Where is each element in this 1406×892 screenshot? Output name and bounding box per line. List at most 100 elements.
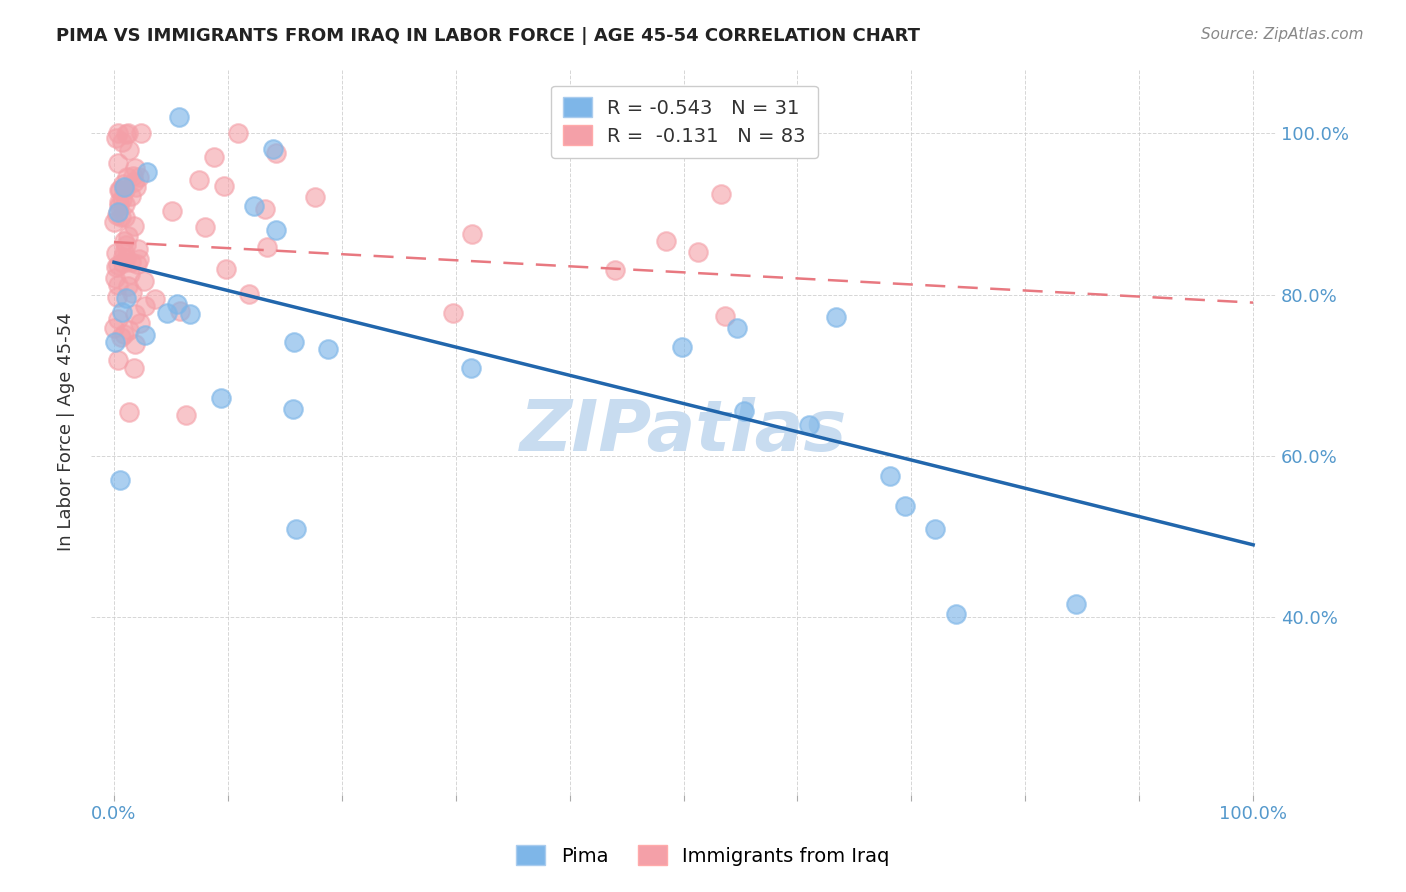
- Point: [122, 176, 145, 190]
- Point: [215, 261, 238, 276]
- Point: [167, 110, 190, 124]
- Point: [671, 340, 693, 354]
- Point: [134, 299, 156, 313]
- Point: [169, 303, 191, 318]
- Point: [108, 199, 131, 213]
- Point: [107, 205, 129, 219]
- Point: [114, 183, 136, 197]
- Point: [285, 522, 308, 536]
- Point: [264, 222, 287, 236]
- Point: [104, 260, 127, 274]
- Point: [733, 404, 755, 418]
- Point: [129, 316, 152, 330]
- Point: [105, 246, 128, 260]
- Point: [128, 252, 150, 266]
- Point: [105, 131, 128, 145]
- Point: [107, 352, 129, 367]
- Point: [924, 522, 946, 536]
- Point: [112, 326, 135, 341]
- Point: [264, 145, 287, 160]
- Point: [209, 391, 232, 405]
- Point: [894, 499, 917, 513]
- Point: [112, 244, 135, 259]
- Point: [114, 210, 136, 224]
- Point: [156, 306, 179, 320]
- Point: [124, 161, 146, 175]
- Legend: Pima, Immigrants from Iraq: Pima, Immigrants from Iraq: [509, 838, 897, 873]
- Point: [120, 255, 142, 269]
- Point: [226, 126, 249, 140]
- Point: [135, 164, 157, 178]
- Point: [125, 257, 148, 271]
- Point: [127, 242, 149, 256]
- Point: [134, 274, 156, 288]
- Point: [107, 258, 129, 272]
- Point: [122, 169, 145, 183]
- Point: [114, 292, 136, 306]
- Point: [114, 196, 136, 211]
- Point: [179, 307, 201, 321]
- Point: [108, 195, 131, 210]
- Point: [117, 170, 139, 185]
- Point: [115, 127, 138, 141]
- Point: [166, 297, 188, 311]
- Text: ZIPatlas: ZIPatlas: [520, 397, 848, 467]
- Point: [262, 142, 284, 156]
- Point: [110, 183, 132, 197]
- Text: Source: ZipAtlas.com: Source: ZipAtlas.com: [1201, 27, 1364, 42]
- Point: [111, 305, 134, 319]
- Point: [202, 150, 225, 164]
- Point: [879, 469, 901, 483]
- Point: [108, 183, 131, 197]
- Point: [107, 155, 129, 169]
- Point: [118, 404, 141, 418]
- Point: [710, 186, 733, 201]
- Point: [121, 285, 143, 300]
- Point: [115, 237, 138, 252]
- Point: [118, 323, 141, 337]
- Point: [461, 227, 484, 241]
- Point: [104, 270, 127, 285]
- Point: [686, 244, 709, 259]
- Point: [125, 180, 148, 194]
- Point: [714, 309, 737, 323]
- Point: [110, 329, 132, 343]
- Point: [112, 250, 135, 264]
- Point: [304, 190, 326, 204]
- Point: [105, 208, 128, 222]
- Point: [103, 320, 125, 334]
- Point: [174, 408, 197, 422]
- Point: [117, 143, 139, 157]
- Point: [460, 360, 482, 375]
- Legend: R = -0.543   N = 31, R =  -0.131   N = 83: R = -0.543 N = 31, R = -0.131 N = 83: [551, 86, 818, 158]
- Point: [107, 312, 129, 326]
- Point: [112, 234, 135, 248]
- Point: [134, 327, 156, 342]
- Point: [605, 263, 627, 277]
- Point: [256, 240, 278, 254]
- Y-axis label: In Labor Force | Age 45-54: In Labor Force | Age 45-54: [58, 312, 75, 551]
- Point: [945, 607, 967, 621]
- Point: [108, 473, 131, 487]
- Point: [117, 279, 139, 293]
- Point: [654, 234, 676, 248]
- Point: [194, 220, 217, 235]
- Point: [316, 342, 339, 356]
- Point: [725, 321, 748, 335]
- Point: [238, 286, 260, 301]
- Point: [118, 267, 141, 281]
- Point: [124, 306, 146, 320]
- Point: [110, 210, 132, 224]
- Point: [104, 334, 127, 349]
- Point: [242, 199, 264, 213]
- Point: [105, 290, 128, 304]
- Point: [441, 305, 464, 319]
- Point: [825, 310, 848, 325]
- Point: [111, 135, 134, 149]
- Point: [143, 292, 166, 306]
- Point: [187, 173, 209, 187]
- Point: [107, 126, 129, 140]
- Point: [129, 126, 152, 140]
- Point: [112, 179, 135, 194]
- Point: [283, 334, 305, 349]
